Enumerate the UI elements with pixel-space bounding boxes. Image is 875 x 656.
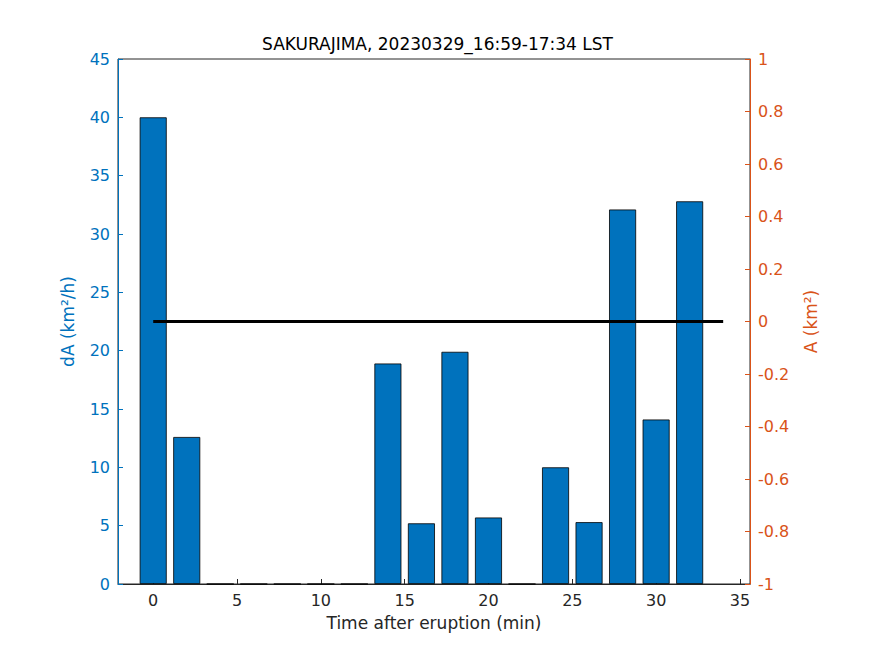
svg-text:-0.4: -0.4 [758, 417, 789, 436]
svg-text:15: 15 [90, 400, 110, 419]
svg-text:10: 10 [90, 458, 110, 477]
svg-text:SAKURAJIMA, 20230329_16:59-17:: SAKURAJIMA, 20230329_16:59-17:34 LST [262, 34, 614, 55]
svg-text:40: 40 [90, 108, 110, 127]
svg-text:-0.8: -0.8 [758, 522, 789, 541]
svg-text:20: 20 [478, 591, 498, 610]
svg-text:-0.6: -0.6 [758, 470, 789, 489]
svg-text:25: 25 [562, 591, 582, 610]
svg-text:dA (km²/h): dA (km²/h) [58, 276, 78, 367]
svg-text:25: 25 [90, 283, 110, 302]
svg-text:5: 5 [100, 516, 110, 535]
svg-text:0.8: 0.8 [758, 102, 783, 121]
svg-text:0.4: 0.4 [758, 207, 783, 226]
svg-text:30: 30 [646, 591, 666, 610]
svg-text:0.2: 0.2 [758, 260, 783, 279]
svg-text:-1: -1 [758, 575, 774, 594]
svg-text:0: 0 [100, 575, 110, 594]
svg-text:10: 10 [311, 591, 331, 610]
svg-text:-0.2: -0.2 [758, 365, 789, 384]
svg-text:0: 0 [758, 312, 768, 331]
svg-text:0.6: 0.6 [758, 155, 783, 174]
svg-text:15: 15 [394, 591, 414, 610]
svg-text:45: 45 [90, 50, 110, 69]
svg-text:35: 35 [730, 591, 750, 610]
svg-text:1: 1 [758, 50, 768, 69]
svg-text:5: 5 [232, 591, 242, 610]
svg-text:A (km²): A (km²) [801, 290, 821, 354]
svg-text:0: 0 [148, 591, 158, 610]
svg-text:30: 30 [90, 225, 110, 244]
svg-text:Time after eruption (min): Time after eruption (min) [326, 613, 542, 633]
svg-text:20: 20 [90, 341, 110, 360]
svg-text:35: 35 [90, 166, 110, 185]
